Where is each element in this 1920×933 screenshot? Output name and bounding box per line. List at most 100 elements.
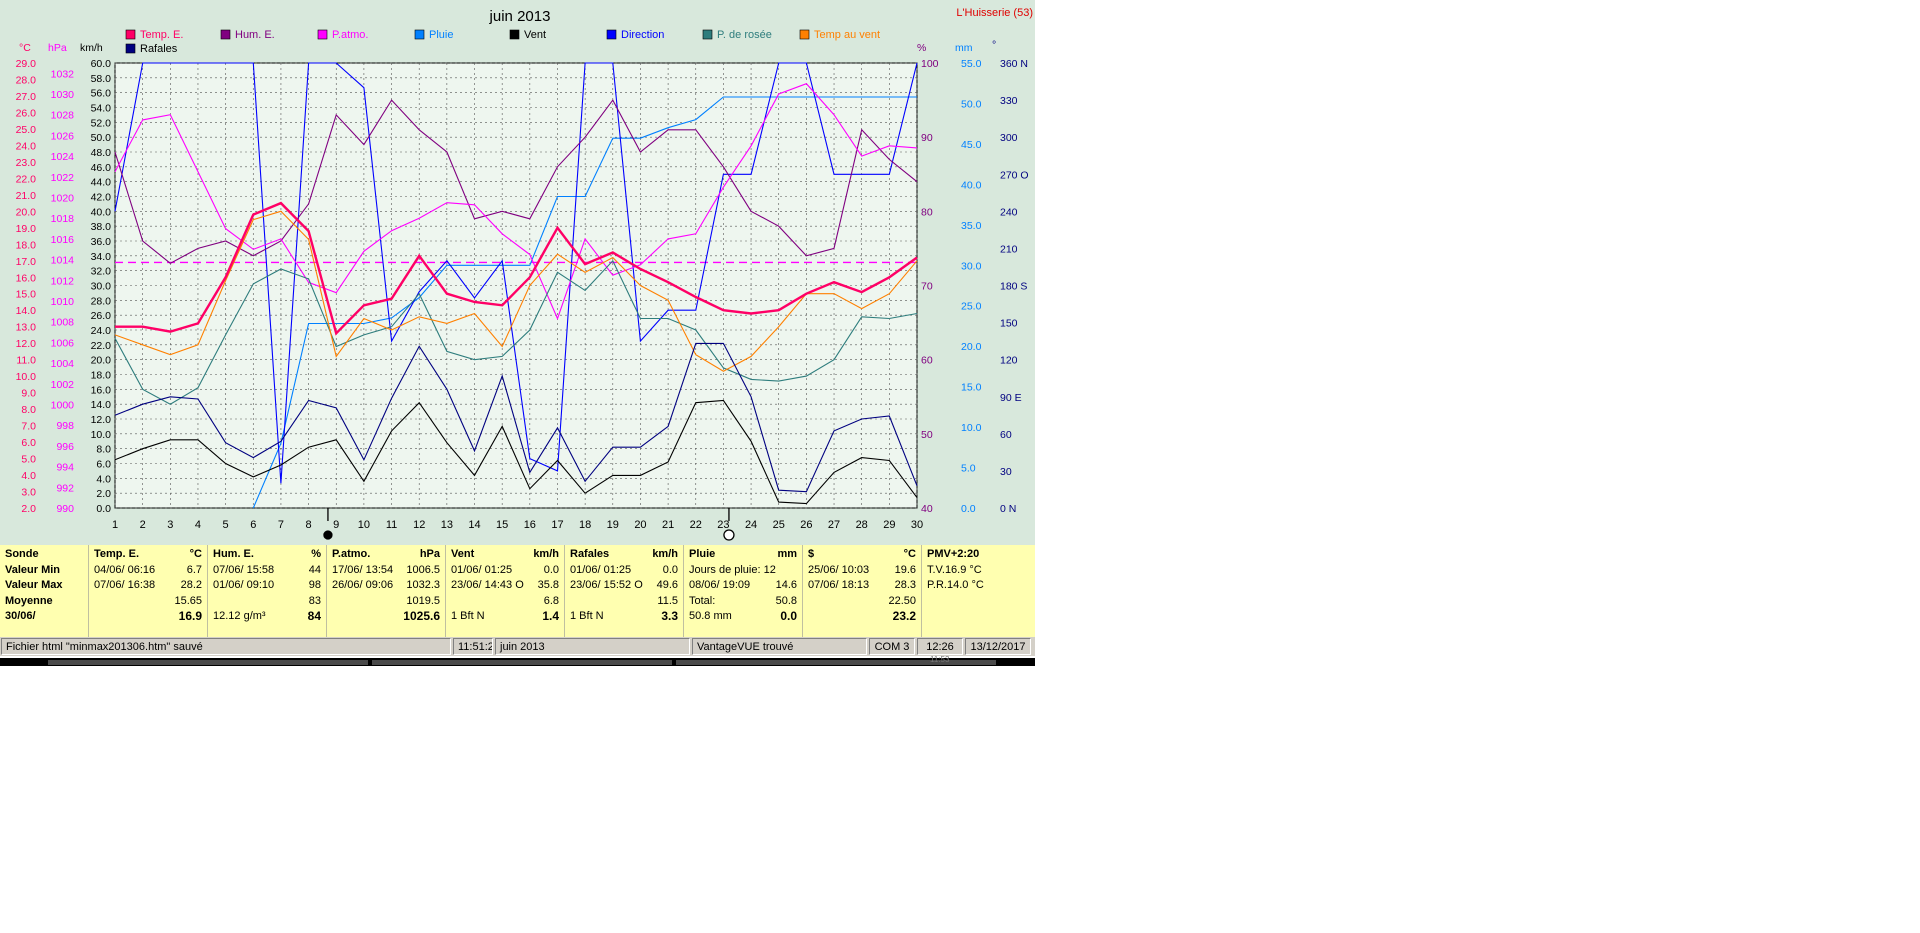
legend-swatch	[220, 29, 231, 40]
label-mean: Moyenne	[5, 594, 53, 607]
legend-swatch	[606, 29, 617, 40]
last-value: 3.3	[661, 609, 678, 623]
status-period: juin 2013	[495, 638, 690, 655]
x-tick-label: 19	[607, 519, 619, 531]
last-value: 23.2	[892, 609, 916, 623]
col-unit: km/h	[652, 548, 678, 560]
taskbar-button[interactable]	[676, 660, 996, 665]
wind-tick-label: 38.0	[91, 221, 112, 233]
temp-tick-label: 17.0	[16, 256, 37, 268]
max-value: 35.8	[537, 579, 559, 591]
wind-tick-label: 32.0	[91, 266, 112, 278]
x-tick-label: 5	[223, 519, 229, 531]
series-line-vent	[114, 399, 918, 505]
stats-col-pmv: PMV+2:20 T.V.16.9 °C P.R.14.0 °C	[921, 545, 1035, 637]
x-tick-label: 6	[250, 519, 256, 531]
taskbar-button[interactable]	[48, 660, 368, 665]
legend-swatch	[799, 29, 810, 40]
min-date: 01/06/ 01:25	[570, 563, 632, 576]
last-value: 16.9	[178, 609, 202, 623]
wind-tick-label: 12.0	[91, 414, 112, 426]
press-tick-label: 996	[56, 441, 74, 453]
max-date: 23/06/ 15:52 O	[570, 579, 643, 591]
series-line-p-atmo	[114, 83, 918, 321]
rain-tick-label: 55.0	[961, 58, 982, 70]
wind-tick-label: 4.0	[96, 473, 111, 485]
press-tick-label: 1014	[51, 255, 75, 267]
series-line-p-de-rosee	[114, 259, 918, 405]
hum-tick-label: 100	[921, 58, 939, 70]
series-line-direction	[114, 62, 918, 484]
press-tick-label: 1018	[51, 213, 75, 225]
wind-tick-label: 10.0	[91, 429, 112, 441]
rain-tick-label: 10.0	[961, 422, 982, 434]
legend-label: Rafales	[140, 43, 178, 55]
temp-tick-label: 6.0	[21, 437, 36, 449]
press-tick-label: 1016	[51, 234, 75, 246]
col-title: Pluie	[689, 548, 716, 560]
col-unit: mm	[777, 548, 797, 560]
wind-tick-label: 8.0	[96, 444, 111, 456]
temp-tick-label: 23.0	[16, 157, 37, 169]
wind-tick-label: 30.0	[91, 281, 112, 293]
press-tick-label: 1020	[51, 193, 75, 205]
min-value: 0.0	[662, 563, 678, 576]
dir-tick-label: 240	[1000, 206, 1018, 218]
temp-tick-label: 10.0	[16, 371, 37, 383]
x-tick-label: 15	[496, 519, 508, 531]
status-time: 11:51:24	[453, 638, 493, 655]
x-tick-label: 4	[195, 519, 201, 531]
wind-tick-label: 44.0	[91, 177, 112, 189]
col-unit: hPa	[419, 548, 440, 560]
temp-tick-label: 3.0	[21, 487, 36, 499]
wind-tick-label: 58.0	[91, 73, 112, 85]
wind-tick-label: 54.0	[91, 103, 112, 115]
status-device: VantageVUE trouvé	[692, 638, 867, 655]
taskbar-button[interactable]	[372, 660, 672, 665]
x-tick-label: 18	[579, 519, 591, 531]
wind-tick-label: 24.0	[91, 325, 112, 337]
pmv-line1: T.V.16.9 °C	[927, 563, 982, 576]
hum-tick-label: 60	[921, 355, 933, 367]
mean-value: 50.8	[775, 594, 797, 607]
x-tick-label: 13	[441, 519, 453, 531]
x-tick-label: 29	[883, 519, 895, 531]
wind-unit-label: km/h	[80, 42, 103, 54]
max-value: 28.2	[180, 579, 202, 591]
status-file: Fichier html "minmax201306.htm" sauvé	[1, 638, 451, 655]
x-tick-label: 3	[167, 519, 173, 531]
stats-labels-col: Sonde Valeur Min Valeur Max Moyenne 30/0…	[0, 545, 89, 637]
dir-tick-label: 300	[1000, 132, 1018, 144]
wind-tick-label: 20.0	[91, 355, 112, 367]
temp-tick-label: 9.0	[21, 388, 36, 400]
dir-tick-label: 120	[1000, 355, 1018, 367]
min-date: 17/06/ 13:54	[332, 563, 394, 576]
x-tick-label: 9	[333, 519, 339, 531]
press-tick-label: 1026	[51, 130, 75, 142]
stats-col-wind: Vent km/h 01/06/ 01:25 0.0 23/06/ 14:43 O 3…	[445, 545, 565, 637]
temp-tick-label: 18.0	[16, 239, 37, 251]
mean-note: Total:	[689, 594, 716, 607]
label-min: Valeur Min	[5, 563, 61, 576]
stats-col-press: P.atmo. hPa 17/06/ 13:54 1006.5 26/06/ 09:…	[326, 545, 446, 637]
wind-tick-label: 60.0	[91, 58, 112, 70]
dir-tick-label: 90 E	[1000, 392, 1022, 404]
temp-tick-label: 28.0	[16, 74, 37, 86]
press-tick-label: 998	[56, 420, 74, 432]
dir-tick-label: 180 S	[1000, 281, 1027, 293]
press-tick-label: 1002	[51, 379, 75, 391]
max-date: 07/06/ 16:38	[94, 579, 156, 591]
stats-table: Sonde Valeur Min Valeur Max Moyenne 30/0…	[0, 545, 1035, 637]
temp-tick-label: 16.0	[16, 272, 37, 284]
max-date: 07/06/ 18:13	[808, 579, 870, 591]
wind-tick-label: 46.0	[91, 162, 112, 174]
legend-swatch	[414, 29, 425, 40]
pmv-title: PMV+2:20	[927, 548, 980, 560]
stats-col-rain: Pluie mm Jours de pluie: 12 08/06/ 19:09 1…	[683, 545, 803, 637]
last-note: 1 Bft N	[570, 610, 604, 622]
legend-swatch	[509, 29, 520, 40]
series-line-hum-e	[114, 99, 918, 264]
press-unit-label: hPa	[48, 42, 67, 54]
wind-tick-label: 36.0	[91, 236, 112, 248]
temp-tick-label: 4.0	[21, 470, 36, 482]
